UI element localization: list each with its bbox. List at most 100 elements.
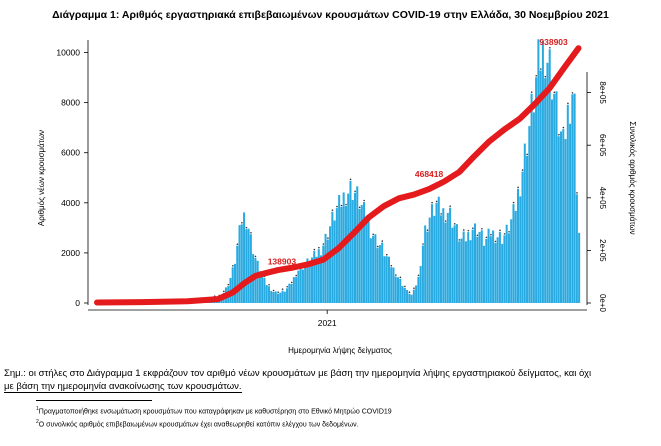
bar-value-marker [395, 274, 397, 276]
bar [286, 288, 289, 303]
bar-value-marker [236, 243, 239, 246]
bar [535, 77, 538, 303]
bar-value-marker [512, 201, 515, 204]
bar [528, 126, 531, 303]
bar [455, 224, 458, 303]
bar-value-marker [277, 291, 279, 293]
bar [272, 291, 275, 303]
bar [521, 171, 524, 303]
bar [288, 283, 291, 303]
y2-axis-label: Συνολικός αριθμός κρουσμάτων [628, 121, 637, 234]
y2-tick-label: 0e+0 [598, 294, 607, 313]
bar [553, 93, 556, 303]
bar-value-marker [399, 276, 402, 279]
bar [243, 212, 246, 303]
bar-value-marker [413, 287, 415, 289]
bar [489, 236, 492, 303]
bar-value-marker [508, 230, 510, 233]
bar-value-marker [386, 253, 388, 256]
bar [419, 266, 422, 303]
y-tick-label: 10000 [56, 48, 80, 58]
bar [240, 224, 243, 303]
bar [238, 225, 241, 303]
bar [365, 222, 368, 303]
bar [347, 193, 350, 303]
bar [510, 219, 513, 303]
bar [315, 256, 318, 303]
bar-value-marker [408, 291, 411, 294]
bar [496, 237, 499, 303]
bar-value-marker [553, 91, 556, 94]
bar [560, 131, 563, 303]
bar [317, 249, 320, 303]
bar [301, 269, 304, 303]
bar-value-marker [530, 91, 533, 93]
bar [263, 277, 266, 303]
bar [483, 245, 486, 303]
bar [399, 278, 402, 303]
footnote-2: 2Ο συνολικός αριθμός επιβεβαιωμένων κρου… [36, 419, 359, 429]
bar-value-marker [503, 233, 506, 235]
bar [415, 285, 418, 303]
bar [548, 49, 551, 303]
bar-value-marker [549, 46, 551, 49]
x-tick-label: 2021 [318, 318, 337, 328]
bar-value-marker [322, 243, 325, 245]
bar [575, 194, 578, 303]
bar [458, 241, 461, 303]
bar [378, 245, 381, 303]
bar [541, 41, 544, 304]
bar [249, 234, 252, 303]
bar [492, 230, 495, 303]
bar [310, 257, 313, 303]
bar-value-marker [422, 243, 424, 245]
bar-value-marker [381, 240, 384, 242]
y-axis-label: Αριθμός νέων κρουσμάτων [37, 130, 46, 226]
bar [578, 232, 581, 303]
bar-value-marker [481, 227, 483, 230]
bar [236, 245, 239, 303]
bar [372, 235, 375, 303]
bar [356, 186, 359, 303]
bar [299, 265, 302, 303]
bar [501, 243, 504, 303]
bar-value-marker [245, 226, 248, 229]
bar [526, 155, 529, 303]
bar [254, 257, 257, 303]
bar [440, 215, 443, 303]
bar [274, 291, 277, 303]
bar [358, 208, 361, 303]
bar-value-marker [331, 209, 334, 212]
y-tick-label: 6000 [61, 148, 80, 158]
bar [383, 256, 386, 303]
x-axis-label: Ημερομηνία λήψης δείγματος [288, 346, 392, 355]
bar [442, 208, 445, 303]
bar-value-marker [372, 233, 375, 236]
note-line-2: με βάση την ημερομηνία ανακοίνωσης των κ… [4, 381, 242, 393]
bar [487, 228, 490, 303]
bar [507, 233, 510, 303]
bar [408, 293, 411, 303]
bar [462, 231, 465, 303]
annotation: 938903 [539, 37, 568, 47]
bar [265, 285, 268, 303]
bar-value-marker [318, 246, 320, 249]
bar [329, 226, 332, 303]
bar [231, 267, 234, 303]
bar [519, 196, 522, 303]
bar [557, 136, 560, 303]
bar [308, 263, 311, 303]
bar-value-marker [290, 281, 293, 284]
bar [435, 202, 438, 303]
bar [360, 204, 363, 303]
bar [367, 220, 370, 303]
bar [403, 287, 406, 303]
bar-value-marker [449, 205, 451, 207]
annotation: 468418 [415, 169, 444, 179]
bar [485, 238, 488, 303]
bar [473, 223, 477, 303]
cumulative-line [94, 45, 582, 306]
bar [401, 286, 404, 303]
bar-value-marker [250, 231, 252, 234]
bar [437, 196, 440, 303]
